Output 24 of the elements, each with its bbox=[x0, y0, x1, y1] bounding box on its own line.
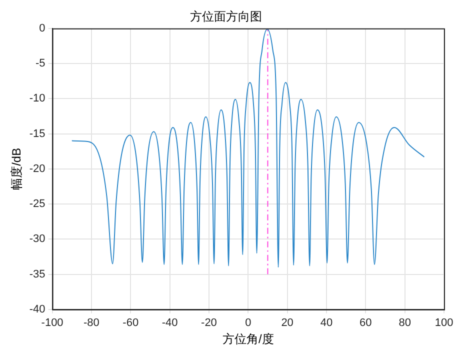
line-series bbox=[71, 28, 425, 268]
x-tick-label: -60 bbox=[122, 317, 139, 330]
x-tick-label: -80 bbox=[84, 317, 100, 330]
x-tick-label: 100 bbox=[434, 317, 454, 330]
y-tick-label: -5 bbox=[36, 58, 46, 70]
x-tick-label: 60 bbox=[360, 317, 372, 330]
chart-title: 方位面方向图 bbox=[190, 10, 262, 24]
x-tick-label: 80 bbox=[398, 317, 411, 330]
y-tick-label: 0 bbox=[39, 22, 46, 34]
x-tick-label: -20 bbox=[201, 317, 217, 330]
y-tick-label: -30 bbox=[29, 233, 46, 246]
x-tick-label: 0 bbox=[245, 317, 252, 330]
y-tick-label: -10 bbox=[29, 92, 46, 105]
y-tick-label: -20 bbox=[29, 162, 46, 175]
x-tick-label: 20 bbox=[281, 317, 294, 330]
x-tick-label: -40 bbox=[162, 317, 178, 330]
y-tick-label: -15 bbox=[29, 128, 46, 140]
y-tick-label: -40 bbox=[29, 303, 46, 316]
y-tick-label: -35 bbox=[29, 268, 46, 280]
x-axis-title: 方位角/度 bbox=[222, 332, 274, 346]
y-axis-title: 幅度/dB bbox=[10, 148, 24, 190]
x-tick-label: -100 bbox=[41, 317, 64, 330]
x-tick-label: 40 bbox=[320, 317, 333, 330]
y-tick-label: -25 bbox=[29, 198, 46, 210]
